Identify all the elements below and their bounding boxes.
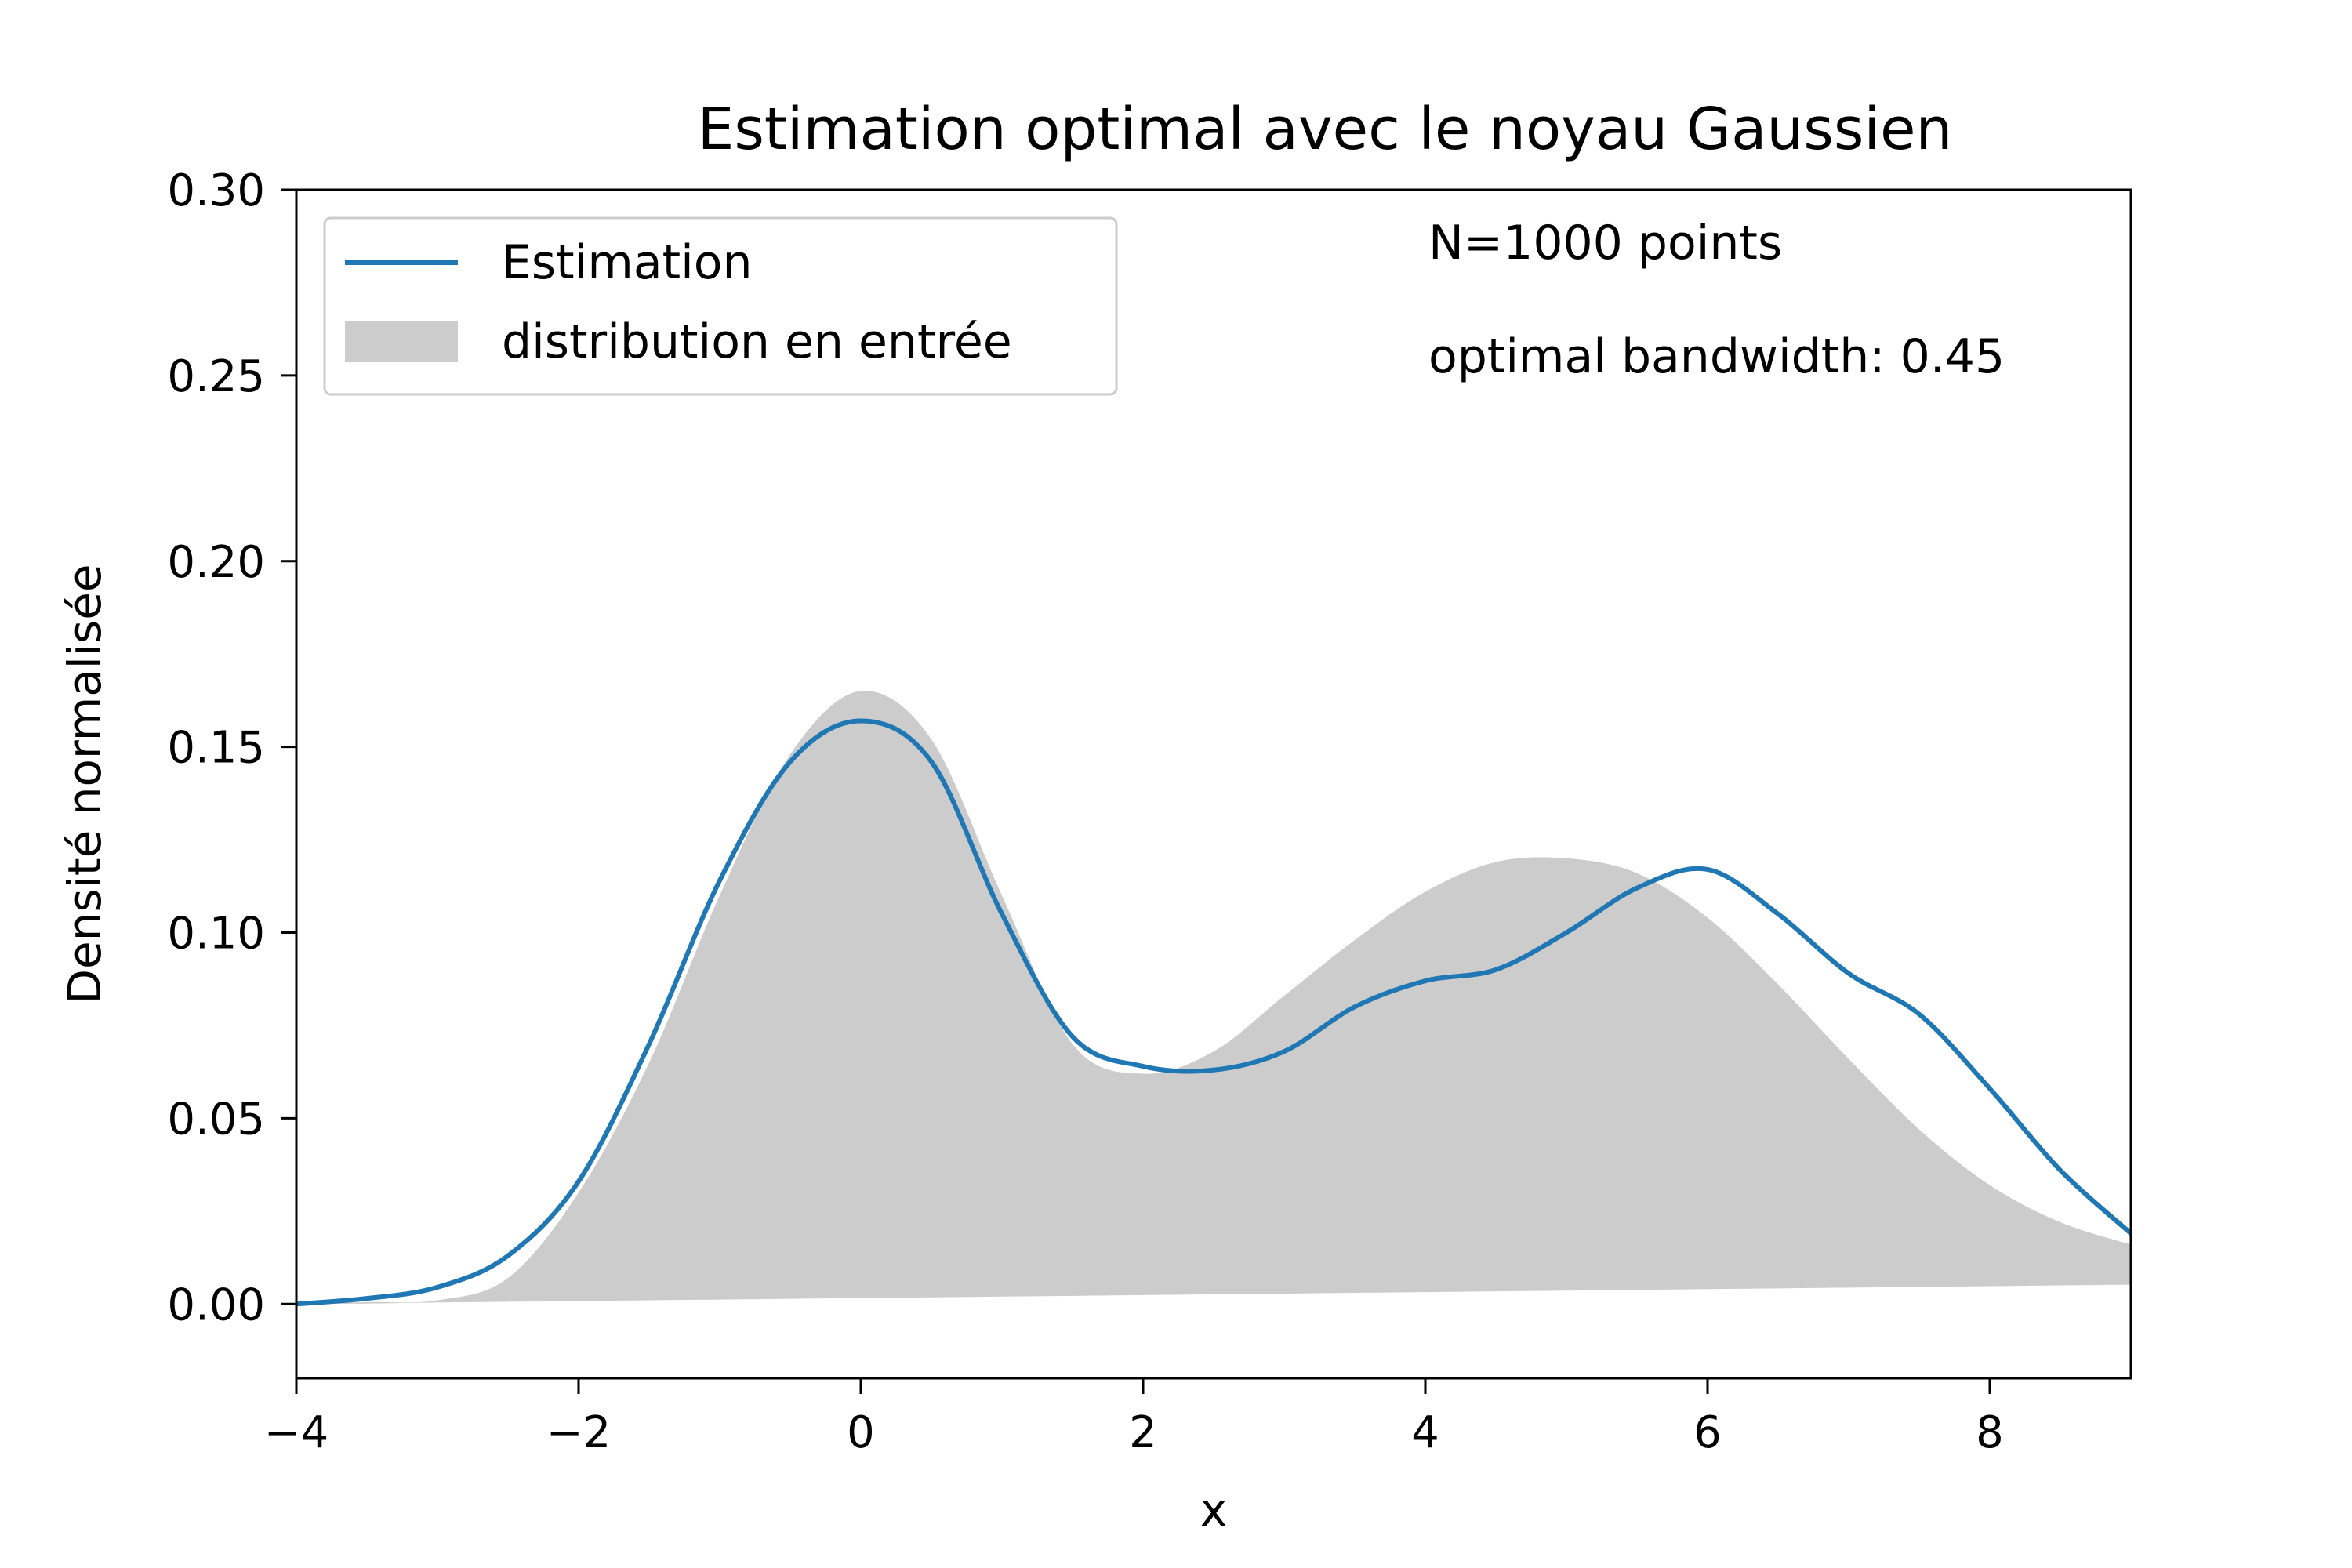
- series-line-estimation: [296, 718, 2131, 1307]
- legend-swatch-distribution: [345, 321, 458, 362]
- x-tick-label: 8: [1976, 1407, 2004, 1458]
- y-tick-label: 0.20: [167, 537, 265, 588]
- x-tick-label: 2: [1129, 1407, 1157, 1458]
- legend: Estimation distribution en entrée: [323, 216, 1118, 396]
- y-tick-label: 0.00: [167, 1279, 265, 1330]
- series-area-input-distribution: [296, 691, 2131, 1305]
- plot-frame: [295, 188, 2132, 1380]
- annotations: N=1000 points optimal bandwidth: 0.45: [1428, 216, 2005, 384]
- y-tick-label: 0.10: [167, 909, 265, 960]
- x-axis-label: x: [1200, 1483, 1227, 1537]
- x-tick-label: −2: [546, 1407, 612, 1458]
- y-tick-label: 0.30: [167, 165, 265, 216]
- legend-label-estimation: Estimation: [502, 235, 753, 290]
- legend-label-distribution: distribution en entrée: [502, 314, 1012, 369]
- x-tick-label: −4: [264, 1407, 329, 1458]
- annotation-text: optimal bandwidth: 0.45: [1428, 329, 2005, 384]
- x-tick-label: 6: [1693, 1407, 1722, 1458]
- x-tick-label: 4: [1411, 1407, 1439, 1458]
- chart-title: Estimation optimal avec le noyau Gaussie…: [698, 96, 1953, 163]
- annotation-text: N=1000 points: [1428, 216, 1782, 270]
- x-tick-label: 0: [847, 1407, 875, 1458]
- axes: −4 −2 0 2 4 6 8 0.00 0.05 0.10 0.15 0.20 0.25 0.30: [167, 165, 2004, 1458]
- y-axis-label: Densité normalisée: [58, 564, 111, 1004]
- y-tick-label: 0.15: [167, 723, 265, 774]
- legend-box: [323, 216, 1118, 396]
- plot-area: [296, 691, 2131, 1307]
- y-tick-label: 0.05: [167, 1094, 265, 1145]
- y-tick-label: 0.25: [167, 351, 265, 402]
